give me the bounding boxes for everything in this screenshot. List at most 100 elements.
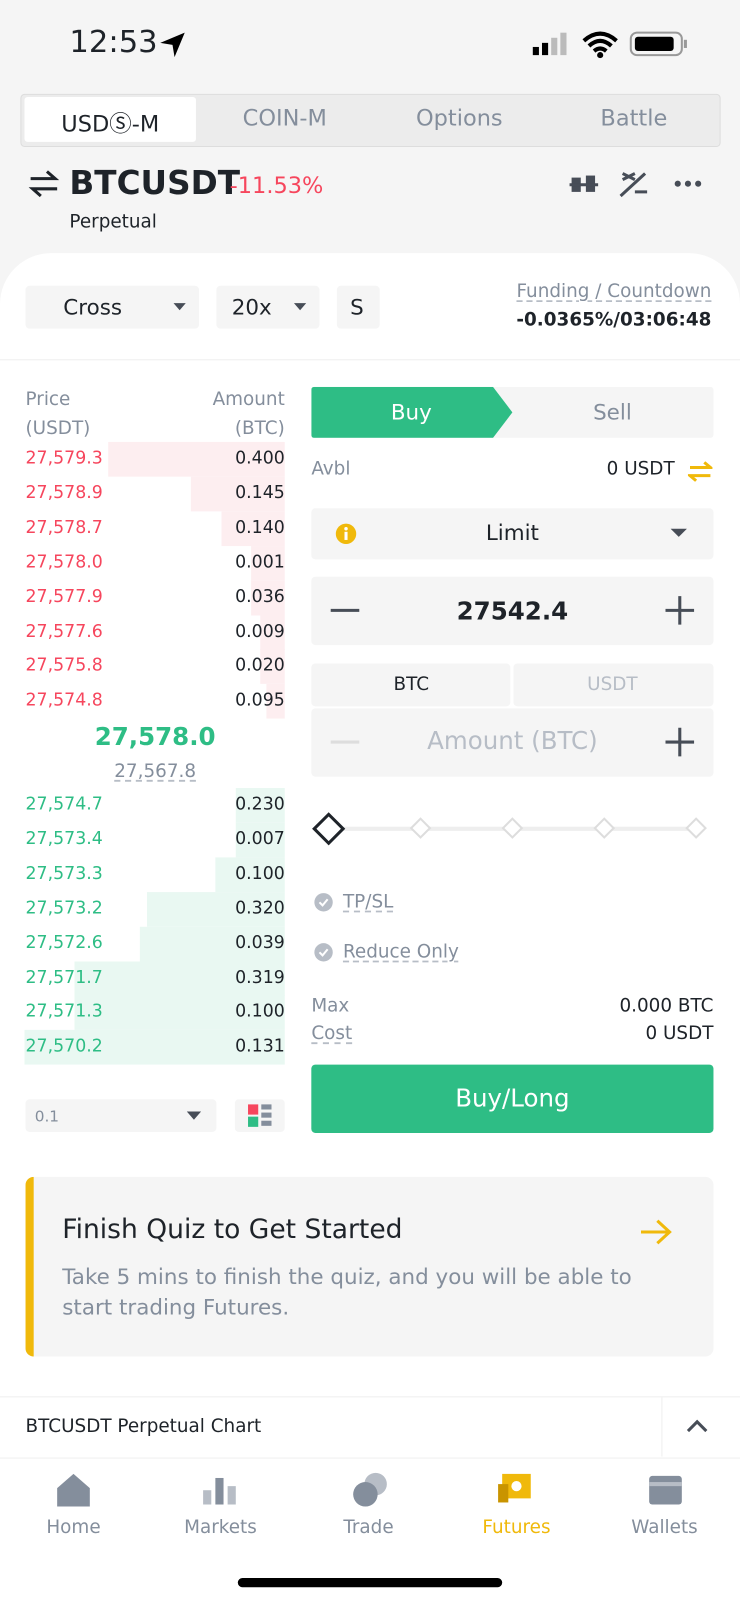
depth-bar bbox=[74, 995, 285, 1031]
margin-select[interactable] bbox=[25, 285, 200, 329]
price-input[interactable] bbox=[311, 576, 714, 646]
depth-bar bbox=[251, 580, 285, 616]
bids-amount: 0.131 bbox=[235, 1036, 285, 1057]
asks-price[interactable]: 27,578.0 bbox=[25, 551, 103, 573]
quiz-title: Finish Quiz to Get Started bbox=[62, 1214, 403, 1246]
depth-bar bbox=[260, 649, 285, 685]
order-type-select[interactable] bbox=[311, 508, 714, 560]
nav-icons bbox=[57, 1472, 682, 1507]
bids-price[interactable]: 27,570.2 bbox=[25, 1036, 103, 1057]
quiz-body: Take 5 mins to finish the quiz, and you … bbox=[62, 1264, 632, 1320]
asks-price[interactable]: 27,577.9 bbox=[25, 586, 103, 607]
market-tab[interactable]: USDⓈ-M bbox=[61, 112, 160, 138]
symbol-change: -11.53% bbox=[229, 173, 324, 200]
margin-text: Cross bbox=[63, 294, 123, 320]
chart-bar[interactable] bbox=[0, 1396, 740, 1459]
carets bbox=[173, 303, 307, 311]
max-label: Max bbox=[311, 995, 350, 1017]
bids-amount: 0.100 bbox=[235, 863, 285, 884]
bids-amount: 0.039 bbox=[235, 932, 285, 953]
nav-item[interactable]: Markets bbox=[184, 1516, 257, 1539]
bids-price[interactable]: 27,571.3 bbox=[25, 1001, 103, 1023]
nav-item[interactable]: Futures bbox=[482, 1516, 551, 1539]
price-steppers[interactable] bbox=[329, 595, 698, 626]
unit-tab: BTC bbox=[393, 673, 430, 696]
amount-placeholder: Amount (BTC) bbox=[427, 726, 598, 756]
market-tab[interactable]: Options bbox=[415, 106, 503, 132]
buy-long-button[interactable]: Buy/Long bbox=[311, 1064, 714, 1133]
asks-amount: 0.095 bbox=[235, 690, 285, 711]
bids-amount: 0.007 bbox=[235, 828, 285, 850]
asks-amount: 0.009 bbox=[235, 621, 285, 642]
asks-price[interactable]: 27,575.8 bbox=[25, 655, 103, 677]
nav-item[interactable]: Home bbox=[46, 1516, 101, 1539]
asks-price[interactable]: 27,579.3 bbox=[25, 448, 103, 469]
asks-amount: 0.020 bbox=[235, 655, 285, 677]
amount-unit: (BTC) bbox=[234, 417, 285, 439]
mark-price[interactable]: 27,567.8 bbox=[114, 760, 197, 782]
quiz-card[interactable] bbox=[25, 1176, 714, 1357]
unit-tab-usdt-bg[interactable] bbox=[513, 663, 714, 707]
precision-caret bbox=[186, 1111, 202, 1120]
swap-icon bbox=[28, 170, 60, 198]
avbl-label: Avbl bbox=[311, 458, 351, 480]
order-type-caret bbox=[670, 528, 687, 537]
bids-amount: 0.230 bbox=[235, 794, 285, 815]
slider[interactable] bbox=[311, 811, 713, 846]
check-icons[interactable] bbox=[313, 892, 333, 963]
bids-amount: 0.319 bbox=[235, 967, 285, 988]
depth-bar bbox=[139, 926, 285, 962]
buy-tab[interactable]: Buy bbox=[390, 400, 432, 425]
bids-amount: 0.320 bbox=[235, 897, 285, 919]
info-icon bbox=[335, 523, 357, 545]
sell-tab[interactable]: Sell bbox=[593, 400, 632, 425]
bids-price[interactable]: 27,574.7 bbox=[25, 794, 103, 815]
asks-price[interactable]: 27,574.8 bbox=[25, 690, 103, 711]
depth-bar bbox=[235, 787, 285, 823]
market-tab[interactable]: COIN-M bbox=[242, 106, 327, 132]
mode-select[interactable] bbox=[336, 285, 380, 329]
status-time: 12:53 bbox=[69, 24, 158, 61]
home-indicator bbox=[237, 1578, 503, 1588]
funding-label[interactable]: Funding / Countdown bbox=[516, 280, 712, 303]
bids-price[interactable]: 27,571.7 bbox=[25, 967, 103, 988]
quiz-accent bbox=[25, 1176, 34, 1357]
cost-label[interactable]: Cost bbox=[311, 1022, 353, 1045]
layout-toggle[interactable] bbox=[234, 1099, 285, 1132]
side-toggle[interactable] bbox=[311, 386, 714, 438]
mode-text: S bbox=[350, 294, 364, 320]
precision-select[interactable] bbox=[25, 1099, 217, 1132]
asks-price[interactable]: 27,578.7 bbox=[25, 517, 103, 538]
order-type: Limit bbox=[485, 520, 539, 546]
asks-price[interactable]: 27,578.9 bbox=[25, 482, 103, 504]
bids-price[interactable]: 27,573.3 bbox=[25, 863, 103, 884]
nav-item[interactable]: Wallets bbox=[631, 1516, 698, 1539]
active-tab-bg bbox=[24, 96, 196, 142]
bids-price[interactable]: 27,572.6 bbox=[25, 932, 103, 953]
symbol-type: Perpetual bbox=[69, 211, 157, 233]
depth-bar bbox=[215, 857, 285, 892]
amount-input[interactable] bbox=[311, 708, 714, 777]
leverage-text: 20x bbox=[231, 294, 272, 320]
chevron-up[interactable] bbox=[686, 1419, 708, 1433]
tpsl-option[interactable]: TP/SL bbox=[342, 891, 394, 913]
unit-tab: USDT bbox=[587, 673, 638, 696]
price-unit: (USDT) bbox=[25, 417, 91, 439]
amount-steppers[interactable] bbox=[329, 727, 698, 758]
symbol-name[interactable]: BTCUSDT bbox=[69, 163, 240, 203]
bids-amount: 0.100 bbox=[235, 1001, 285, 1023]
header-icons[interactable] bbox=[568, 169, 706, 200]
unit-tab-btc-bg[interactable] bbox=[311, 663, 511, 707]
transfer-icon[interactable] bbox=[687, 461, 713, 482]
asks-price[interactable]: 27,577.6 bbox=[25, 621, 103, 642]
location-icon bbox=[160, 32, 185, 58]
reduce-only-option[interactable]: Reduce Only bbox=[342, 941, 459, 963]
nav-item[interactable]: Trade bbox=[343, 1516, 394, 1539]
asks-amount: 0.140 bbox=[235, 517, 285, 538]
cost-value: 0 USDT bbox=[645, 1022, 714, 1045]
bids-price[interactable]: 27,573.2 bbox=[25, 897, 103, 919]
bids-price[interactable]: 27,573.4 bbox=[25, 828, 103, 850]
market-tab[interactable]: Battle bbox=[600, 106, 668, 132]
